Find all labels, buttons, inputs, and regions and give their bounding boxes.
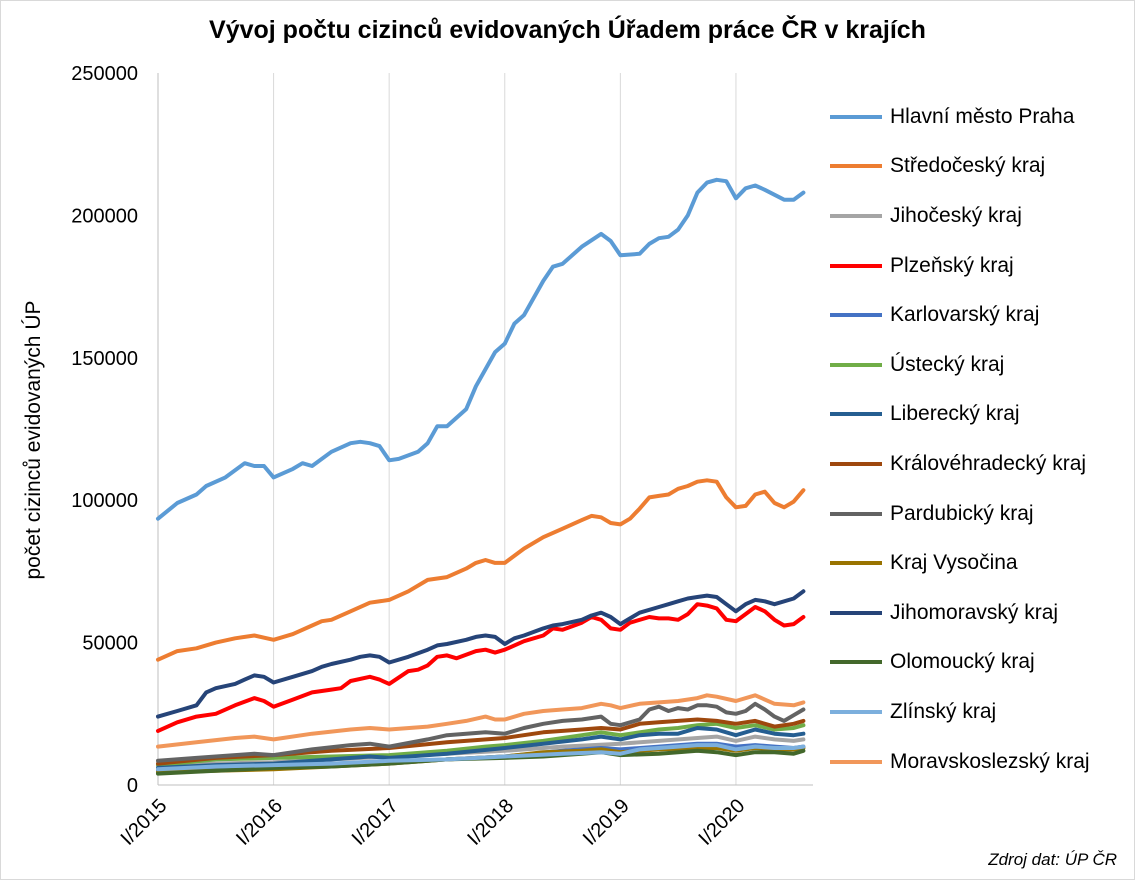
x-tick-label: I/2017: [348, 795, 403, 850]
series-line: [156, 717, 806, 766]
legend-item: Středočeský kraj: [830, 142, 1130, 192]
legend-label: Jihomoravský kraj: [890, 600, 1059, 624]
legend-item: Liberecký kraj: [830, 390, 1130, 440]
legend-item: Plzeňský kraj: [830, 241, 1130, 291]
legend-label: Plzeňský kraj: [890, 253, 1014, 277]
legend-item: Pardubický kraj: [830, 489, 1130, 539]
legend-swatch: [830, 561, 882, 566]
legend-item: Hlavní město Praha: [830, 92, 1130, 142]
y-tick-label: 250000: [71, 63, 138, 85]
legend-swatch: [830, 114, 882, 119]
legend-label: Zlínský kraj: [890, 699, 997, 723]
series-line: [156, 726, 806, 770]
x-tick-label: I/2016: [232, 795, 287, 850]
series-line: [156, 478, 806, 662]
legend-swatch: [830, 759, 882, 764]
legend: Hlavní město Praha Středočeský kraj Jihoče…: [830, 92, 1130, 786]
legend-item: Královéhradecký kraj: [830, 439, 1130, 489]
y-tick-label: 200000: [71, 205, 138, 227]
legend-swatch: [830, 164, 882, 169]
legend-item: Karlovarský kraj: [830, 290, 1130, 340]
y-tick-label: 150000: [71, 348, 138, 370]
legend-label: Kraj Vysočina: [890, 551, 1018, 575]
legend-label: Středočeský kraj: [890, 154, 1046, 178]
legend-item: Olomoucký kraj: [830, 638, 1130, 688]
y-tick-label: 100000: [71, 490, 138, 512]
legend-swatch: [830, 362, 882, 367]
series-line: [156, 693, 806, 749]
legend-swatch: [830, 709, 882, 714]
legend-item: Jihočeský kraj: [830, 191, 1130, 241]
legend-label: Ústecký kraj: [890, 352, 1005, 376]
legend-label: Jihočeský kraj: [890, 203, 1022, 227]
axes: [157, 73, 813, 786]
legend-swatch: [830, 610, 882, 615]
legend-item: Zlínský kraj: [830, 687, 1130, 737]
x-tick-labels: I/2015 I/2016 I/2017 I/2018 I/2019 I/2020: [117, 795, 750, 850]
series-line: [156, 602, 806, 733]
legend-swatch: [830, 412, 882, 417]
legend-label: Karlovarský kraj: [890, 303, 1040, 327]
legend-label: Královéhradecký kraj: [890, 451, 1087, 475]
x-tick-label: I/2015: [117, 795, 172, 850]
x-tick-label: I/2018: [463, 795, 518, 850]
legend-item: Jihomoravský kraj: [830, 588, 1130, 638]
legend-swatch: [830, 213, 882, 218]
legend-label: Olomoucký kraj: [890, 650, 1035, 674]
series-line: [156, 177, 806, 521]
legend-swatch: [830, 511, 882, 516]
legend-swatch: [830, 660, 882, 665]
chart-title: Vývoj počtu cizinců evidovaných Úřadem p…: [209, 16, 926, 44]
series-line: [156, 701, 806, 763]
legend-swatch: [830, 263, 882, 268]
legend-label: Pardubický kraj: [890, 501, 1034, 525]
legend-label: Liberecký kraj: [890, 402, 1020, 426]
legend-label: Moravskoslezský kraj: [890, 749, 1090, 773]
legend-label: Hlavní město Praha: [890, 104, 1075, 128]
x-tick-label: I/2019: [579, 795, 634, 850]
source-note: Zdroj dat: ÚP ČR: [988, 850, 1117, 869]
legend-item: Kraj Vysočina: [830, 538, 1130, 588]
series-line: [156, 743, 806, 772]
x-tick-label: I/2020: [694, 795, 749, 850]
legend-swatch: [830, 461, 882, 466]
series-lines: [156, 177, 806, 776]
y-tick-labels: 0 50000 100000 150000 200000 250000: [71, 63, 138, 797]
y-tick-label: 0: [127, 775, 138, 797]
y-tick-label: 50000: [82, 633, 138, 655]
legend-item: Ústecký kraj: [830, 340, 1130, 390]
series-line: [156, 589, 806, 719]
legend-item: Moravskoslezský kraj: [830, 737, 1130, 787]
legend-swatch: [830, 313, 882, 318]
